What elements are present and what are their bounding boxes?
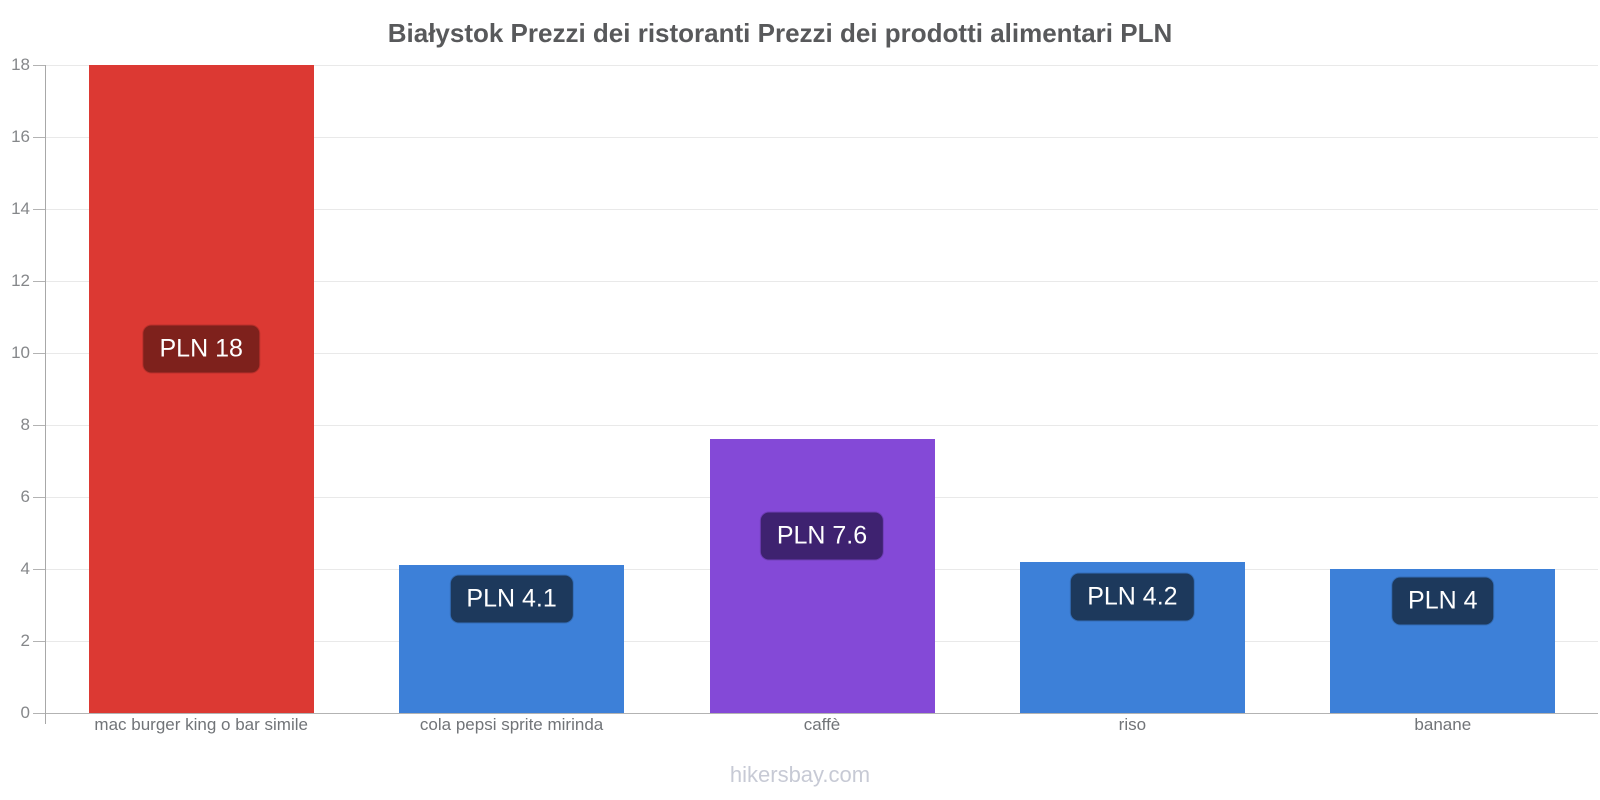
y-axis-tick-label: 10: [11, 343, 30, 362]
gridline-y-10: [46, 353, 1598, 354]
y-axis-tick-label: 16: [11, 127, 30, 146]
bar-value-badge: PLN 7.6: [760, 512, 884, 560]
y-axis-tick-label: 4: [20, 559, 30, 578]
footer-watermark-link[interactable]: hikersbay.com: [729, 762, 871, 787]
y-axis-tick-label: 6: [20, 487, 30, 506]
x-axis-category-label: cola pepsi sprite mirinda: [419, 715, 604, 734]
bar-1: PLN 18: [88, 65, 314, 713]
y-axis-tick-label: 2: [20, 631, 30, 650]
bar-2: PLN 4.1: [399, 565, 625, 713]
y-axis-tick-label: 14: [11, 199, 30, 218]
y-axis-tick-label: 18: [11, 55, 30, 74]
bar-value-badge: PLN 4.1: [450, 575, 573, 623]
gridline-y-8: [46, 425, 1598, 426]
gridline-y-0: [46, 713, 1598, 714]
y-axis-tick-label: 0: [20, 703, 30, 722]
bar-4: PLN 4.2: [1019, 561, 1245, 713]
y-axis-tick-mark: [33, 569, 45, 570]
y-axis-tick-mark: [33, 425, 45, 426]
y-axis-tick-mark: [33, 641, 45, 642]
plot-area: PLN 18 PLN 4.1 PLN 7.6 PLN 4.2 PLN 4: [46, 65, 1598, 714]
y-axis-tick-mark: [33, 65, 45, 66]
x-axis-category-label: riso: [1118, 715, 1147, 734]
bar-3: PLN 7.6: [709, 439, 935, 713]
bar-value-badge: PLN 18: [143, 325, 259, 373]
bar-value-badge: PLN 4.2: [1071, 573, 1194, 621]
gridline-y-14: [46, 209, 1598, 210]
bar-value-badge: PLN 4: [1392, 577, 1494, 625]
gridline-y-18: [46, 65, 1598, 66]
y-axis-tick-mark: [33, 497, 45, 498]
x-axis-category-label: mac burger king o bar simile: [94, 715, 308, 734]
y-axis-tick-mark: [33, 713, 45, 714]
gridline-y-16: [46, 137, 1598, 138]
gridline-y-12: [46, 281, 1598, 282]
bar-5: PLN 4: [1330, 569, 1556, 713]
y-axis-tick-label: 12: [11, 271, 30, 290]
chart-title: Białystok Prezzi dei ristoranti Prezzi d…: [387, 18, 1173, 48]
y-axis-tick-mark: [33, 281, 45, 282]
x-axis-category-label: banane: [1414, 715, 1472, 734]
y-axis-tick-label: 8: [20, 415, 30, 434]
y-axis-tick-mark: [33, 137, 45, 138]
y-axis-tick-mark: [33, 353, 45, 354]
y-axis-tick-mark: [33, 209, 45, 210]
x-axis-category-label: caffè: [803, 715, 841, 734]
y-axis-line: [45, 65, 46, 724]
